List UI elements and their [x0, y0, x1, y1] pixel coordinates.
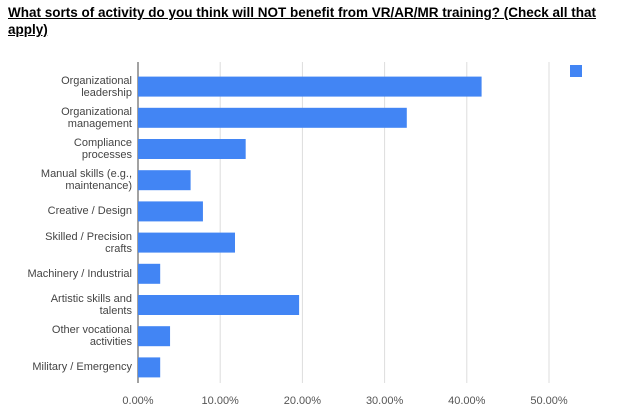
- bar: [138, 263, 161, 284]
- bar: [138, 170, 191, 191]
- bar: [138, 76, 482, 97]
- legend-swatch: [570, 65, 582, 77]
- y-tick-label: Organizational management: [61, 105, 132, 130]
- y-tick-label: Manual skills (e.g., maintenance): [40, 168, 132, 193]
- y-tick-label: Artistic skills and talents: [50, 293, 132, 317]
- y-tick-label: Skilled / Precision crafts: [45, 230, 132, 255]
- x-tick-label: 0.00%: [122, 395, 153, 407]
- x-tick-label: 50.00%: [530, 395, 568, 407]
- bar: [138, 326, 171, 347]
- y-tick-label: Other vocational activities: [51, 324, 132, 349]
- y-tick-label: Creative / Design: [47, 205, 132, 218]
- y-tick-label: Machinery / Industrial: [27, 267, 132, 280]
- bar: [138, 107, 407, 128]
- y-tick-label: Compliance processes: [73, 137, 132, 161]
- y-tick-label: Military / Emergency: [32, 361, 132, 374]
- bar: [138, 201, 203, 222]
- bar: [138, 295, 300, 315]
- x-tick-label: 10.00%: [202, 395, 240, 407]
- y-tick-label: Organizational leadership: [61, 74, 132, 99]
- bar: [138, 139, 246, 159]
- chart-title: What sorts of activity do you think will…: [8, 5, 597, 37]
- bar: [138, 357, 161, 378]
- x-tick-label: 40.00%: [448, 395, 486, 407]
- x-tick-label: 30.00%: [366, 395, 404, 407]
- bar: [138, 232, 235, 253]
- x-tick-label: 20.00%: [284, 395, 322, 407]
